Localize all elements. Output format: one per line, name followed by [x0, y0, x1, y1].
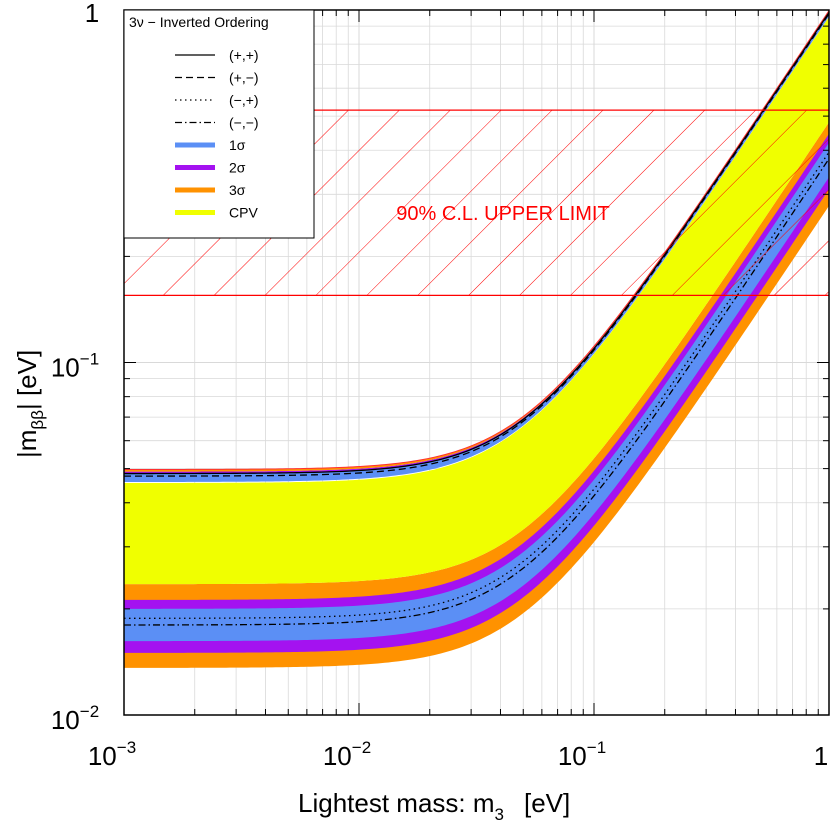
- legend-label: 1σ: [229, 137, 246, 153]
- x-axis-title: Lightest mass: m3 [eV]: [298, 788, 570, 824]
- band-cpv: [124, 16, 829, 585]
- y-tick-label: 10−2: [51, 702, 99, 735]
- legend-label: 3σ: [229, 182, 246, 198]
- legend-label: (+,+): [229, 47, 259, 63]
- x-tick-label: 10−3: [88, 738, 136, 771]
- x-tick-label: 10−2: [323, 738, 371, 771]
- y-axis-title: |mββ| [eV]: [12, 350, 47, 458]
- legend-label: (+,−): [229, 70, 259, 86]
- tick-labels: 10−3 10−2 10−1 110−210−11: [51, 0, 828, 771]
- legend-label: (−,−): [229, 115, 259, 131]
- legend-box: [123, 9, 315, 239]
- series-line: [124, 151, 829, 619]
- band-2sigma: [124, 133, 829, 653]
- upper-limit-label: 90% C.L. UPPER LIMIT: [396, 203, 609, 225]
- series-line: [124, 158, 829, 626]
- legend-label: (−,+): [229, 92, 259, 108]
- x-tick-label: 1: [814, 741, 828, 771]
- legend: 3ν − Inverted Ordering (+,+) (+,−) (−,+) (−…: [123, 9, 315, 239]
- bands: [124, 10, 829, 668]
- x-axis-title-subscript: 3: [495, 805, 504, 824]
- x-tick-label: 10−1: [558, 738, 606, 771]
- y-tick-label: 10−1: [51, 350, 99, 383]
- legend-title: 3ν − Inverted Ordering: [129, 14, 269, 30]
- y-axis-title-subscript: ββ: [28, 410, 47, 430]
- legend-label: 2σ: [229, 160, 246, 176]
- y-tick-label: 1: [85, 0, 99, 28]
- legend-label: CPV: [229, 205, 258, 221]
